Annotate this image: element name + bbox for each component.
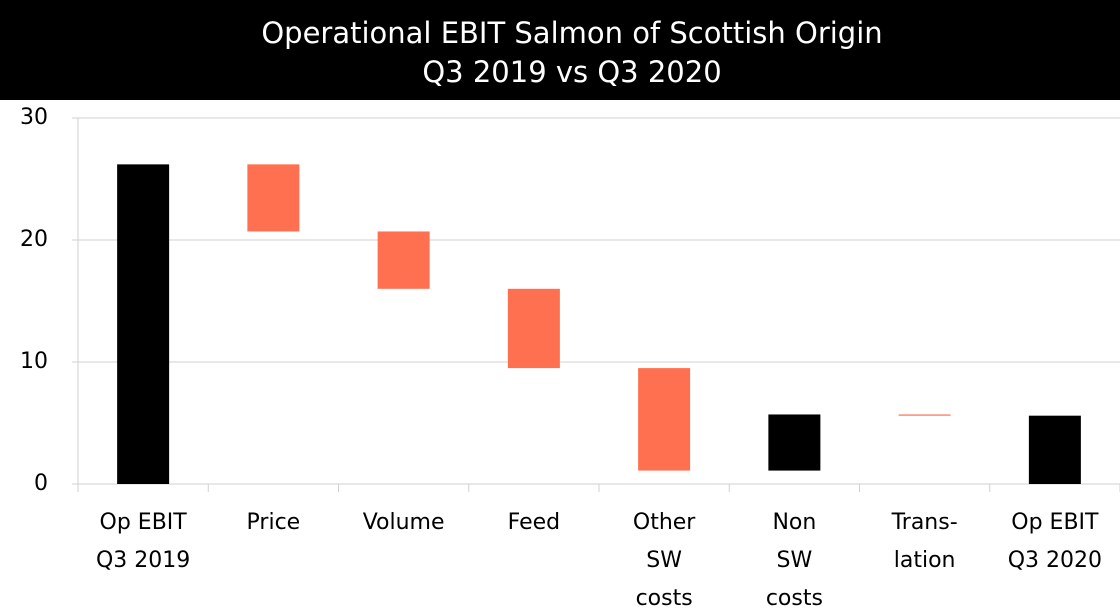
x-tick-label: Feed bbox=[508, 510, 561, 535]
chart-subtitle: Q3 2019 vs Q3 2020 bbox=[422, 55, 721, 89]
x-tick-label: costs bbox=[636, 586, 693, 609]
x-tick-label: lation bbox=[894, 548, 956, 573]
y-tick-label: 20 bbox=[20, 227, 48, 252]
bar bbox=[638, 368, 691, 471]
bar bbox=[768, 414, 821, 471]
bar bbox=[507, 288, 560, 369]
y-tick-label: 0 bbox=[34, 471, 48, 496]
x-tick-label: Q3 2019 bbox=[96, 548, 190, 573]
x-tick-label: SW bbox=[646, 548, 682, 573]
x-tick-label: Op EBIT bbox=[100, 510, 188, 535]
x-tick-label: SW bbox=[777, 548, 813, 573]
bar bbox=[898, 414, 951, 416]
x-tick-label: Trans- bbox=[891, 510, 958, 535]
x-tick-label: Price bbox=[247, 510, 301, 535]
y-tick-label: 30 bbox=[20, 105, 48, 130]
bar bbox=[247, 164, 300, 232]
chart-title: Operational EBIT Salmon of Scottish Orig… bbox=[261, 16, 882, 50]
x-tick-label: Op EBIT bbox=[1011, 510, 1099, 535]
x-tick-label: Non bbox=[772, 510, 816, 535]
x-tick-label: costs bbox=[766, 586, 823, 609]
x-tick-label: Volume bbox=[363, 510, 445, 535]
x-tick-label: Q3 2020 bbox=[1008, 548, 1102, 573]
y-tick-label: 10 bbox=[20, 349, 48, 374]
bar bbox=[117, 164, 170, 485]
title-band bbox=[0, 0, 1120, 100]
bar bbox=[1028, 415, 1081, 484]
bar bbox=[377, 231, 430, 289]
x-tick-label: Other bbox=[633, 510, 696, 535]
